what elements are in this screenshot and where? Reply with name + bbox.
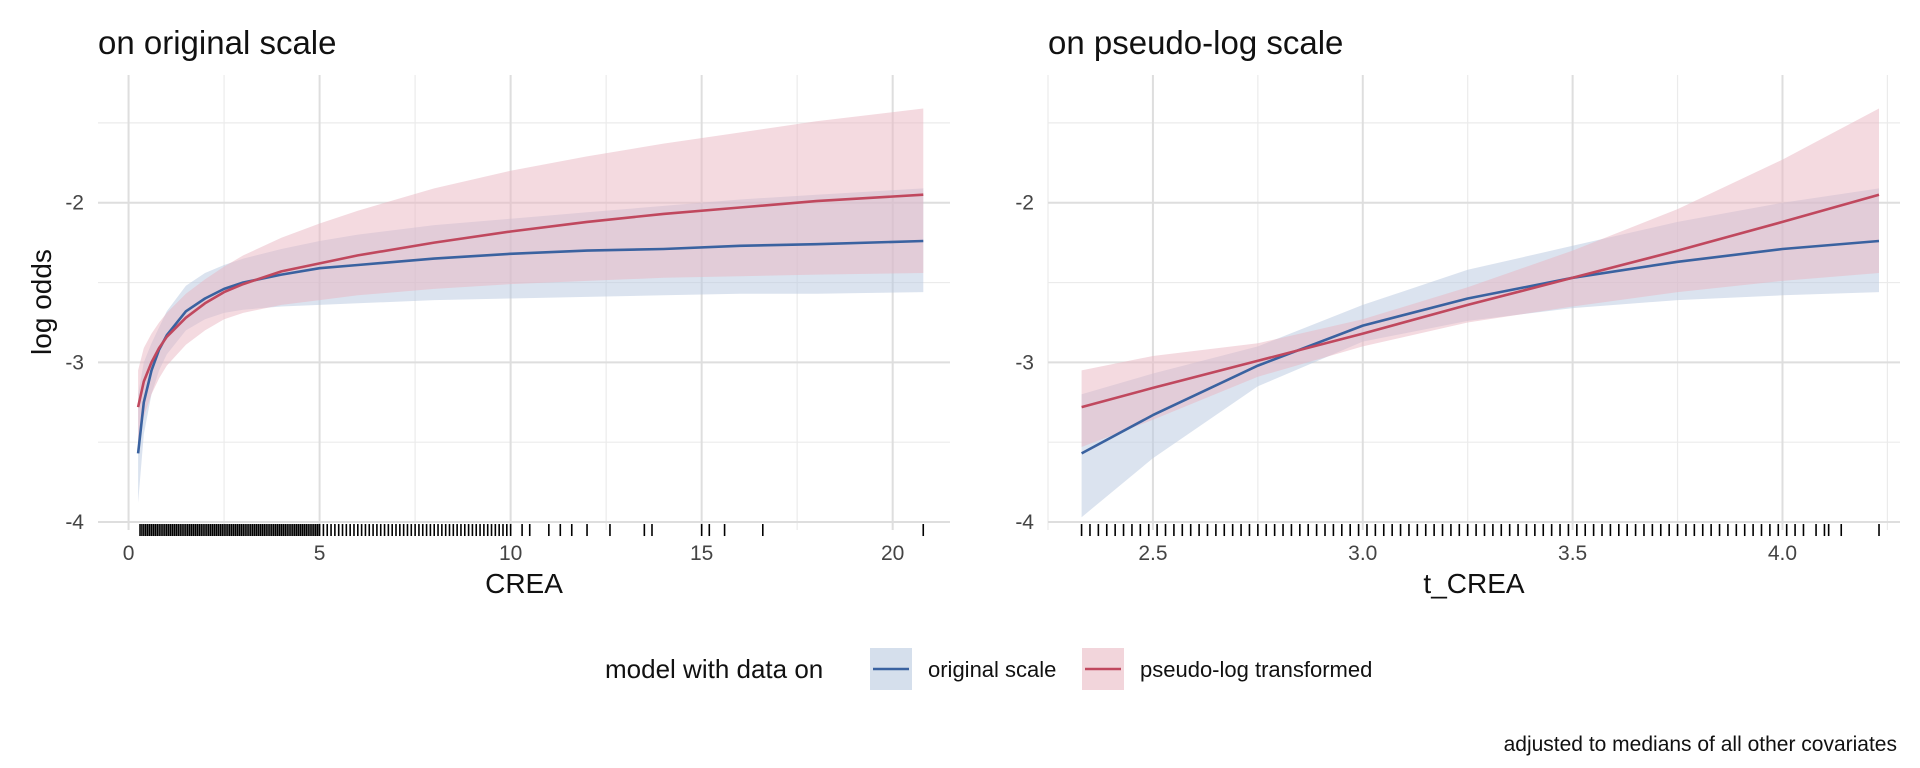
legend-item-original-scale: original scale <box>870 648 1056 690</box>
x-axis-title-original-scale: CREA <box>485 568 563 599</box>
x-tick-label: 3.0 <box>1348 542 1377 565</box>
y-tick-label: -3 <box>65 351 84 374</box>
x-tick-label: 4.0 <box>1768 542 1797 565</box>
panel-title-original-scale: on original scale <box>98 24 336 61</box>
confidence-band-pseudo-log <box>1081 108 1879 447</box>
legend-item-pseudo-log: pseudo-log transformed <box>1082 648 1372 690</box>
x-tick-label: 5 <box>314 542 326 565</box>
panel-pseudo-log-scale: 2.5 3.0 3.5 4.0 -4 -3 -2 on pseudo-log scale t… <box>1015 24 1900 599</box>
x-tick-label: 20 <box>881 542 904 565</box>
lines-original-scale <box>136 193 924 454</box>
legend: model with data on original scale pseudo… <box>605 648 1372 690</box>
ticks-original-scale: 0 5 10 15 20 -4 -3 -2 <box>65 192 904 565</box>
rug-pseudo-log-scale <box>1080 524 1880 537</box>
legend-label-pseudo-log: pseudo-log transformed <box>1140 657 1372 682</box>
x-tick-label: 2.5 <box>1138 542 1167 565</box>
panel-title-pseudo-log-scale: on pseudo-log scale <box>1048 24 1343 61</box>
y-tick-label: -3 <box>1015 351 1034 374</box>
bands-pseudo-log-scale <box>1081 108 1879 518</box>
y-tick-label: -2 <box>1015 192 1034 215</box>
lines-pseudo-log-scale <box>1080 193 1880 455</box>
x-tick-label: 15 <box>690 542 713 565</box>
bands-original-scale <box>138 108 924 503</box>
y-tick-label: -4 <box>1015 511 1034 534</box>
y-axis-title: log odds <box>26 249 57 355</box>
caption: adjusted to medians of all other covaria… <box>1504 733 1897 756</box>
series-line-original-scale <box>1080 239 1880 455</box>
ticks-pseudo-log-scale: 2.5 3.0 3.5 4.0 -4 -3 -2 <box>1015 192 1797 565</box>
rug-original-scale <box>139 524 925 537</box>
series-line-pseudo-log <box>136 193 924 408</box>
series-line-pseudo-log <box>1081 193 1880 409</box>
x-tick-label: 3.5 <box>1558 542 1587 565</box>
confidence-band-pseudo-log <box>138 108 924 447</box>
y-tick-label: -4 <box>65 511 84 534</box>
x-tick-label: 10 <box>499 542 522 565</box>
x-axis-title-pseudo-log-scale: t_CREA <box>1423 568 1524 599</box>
legend-label-original-scale: original scale <box>928 657 1056 682</box>
legend-title: model with data on <box>605 654 823 684</box>
panel-original-scale: 0 5 10 15 20 -4 -3 -2 on original scale CREA lo… <box>26 24 950 599</box>
x-tick-label: 0 <box>123 542 135 565</box>
y-tick-label: -2 <box>65 192 84 215</box>
